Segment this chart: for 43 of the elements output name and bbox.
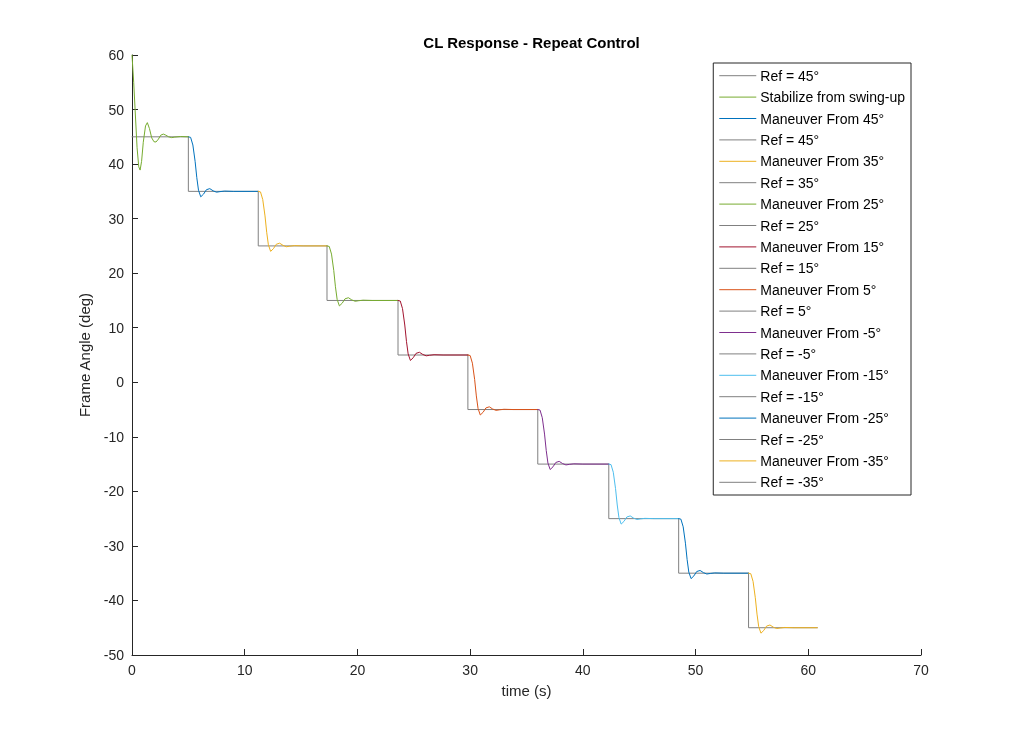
x-tick-label: 30: [462, 662, 479, 678]
y-axis-title: Frame Angle (deg): [76, 292, 93, 418]
y-tick-label: 50: [108, 101, 125, 118]
legend-label: Maneuver From 5°: [760, 281, 877, 298]
legend-label: Ref = 35°: [760, 174, 820, 191]
legend-label: Ref = -35°: [760, 474, 824, 491]
y-tick-label: -40: [103, 592, 125, 609]
legend-label: Ref = 45°: [760, 131, 820, 148]
y-tick-label: 10: [108, 319, 125, 336]
legend-label: Stabilize from swing-up: [760, 89, 906, 106]
y-tick-label: 20: [108, 265, 125, 282]
y-tick-label: -50: [103, 647, 125, 663]
legend-label: Ref = 15°: [760, 260, 820, 277]
legend-label: Maneuver From 25°: [760, 196, 885, 213]
legend-label: Maneuver From 35°: [760, 153, 885, 170]
legend-label: Ref = 25°: [760, 217, 820, 234]
y-tick-label: 40: [108, 156, 125, 173]
legend-label: Maneuver From 15°: [760, 238, 885, 255]
x-tick-label: 40: [575, 662, 591, 678]
legend-label: Ref = -5°: [760, 345, 817, 362]
x-tick-label: 60: [800, 662, 817, 678]
y-tick-label: -20: [103, 483, 125, 500]
y-tick-label: 30: [108, 210, 125, 227]
legend-label: Maneuver From 45°: [760, 110, 885, 127]
x-tick-label: 10: [236, 662, 253, 678]
y-tick-label: 60: [108, 47, 125, 63]
legend-label: Maneuver From -35°: [760, 452, 889, 469]
legend-label: Maneuver From -5°: [760, 324, 882, 341]
y-tick-label: -30: [103, 537, 125, 554]
y-tick-label: 0: [116, 374, 125, 391]
legend-label: Maneuver From -25°: [760, 410, 889, 427]
x-tick-label: 20: [349, 662, 366, 678]
legend-label: Maneuver From -15°: [760, 367, 889, 384]
legend-label: Ref = 5°: [760, 303, 812, 320]
x-tick-label: 50: [687, 662, 704, 678]
x-axis-title: time (s): [501, 682, 552, 699]
x-tick-label: 70: [913, 662, 929, 678]
legend-label: Ref = -15°: [760, 388, 824, 405]
x-tick-label: 0: [128, 662, 137, 678]
legend-label: Ref = 45°: [760, 67, 820, 84]
legend-label: Ref = -25°: [760, 431, 824, 448]
y-tick-label: -10: [103, 428, 125, 445]
chart-title: CL Response - Repeat Control: [423, 34, 640, 51]
